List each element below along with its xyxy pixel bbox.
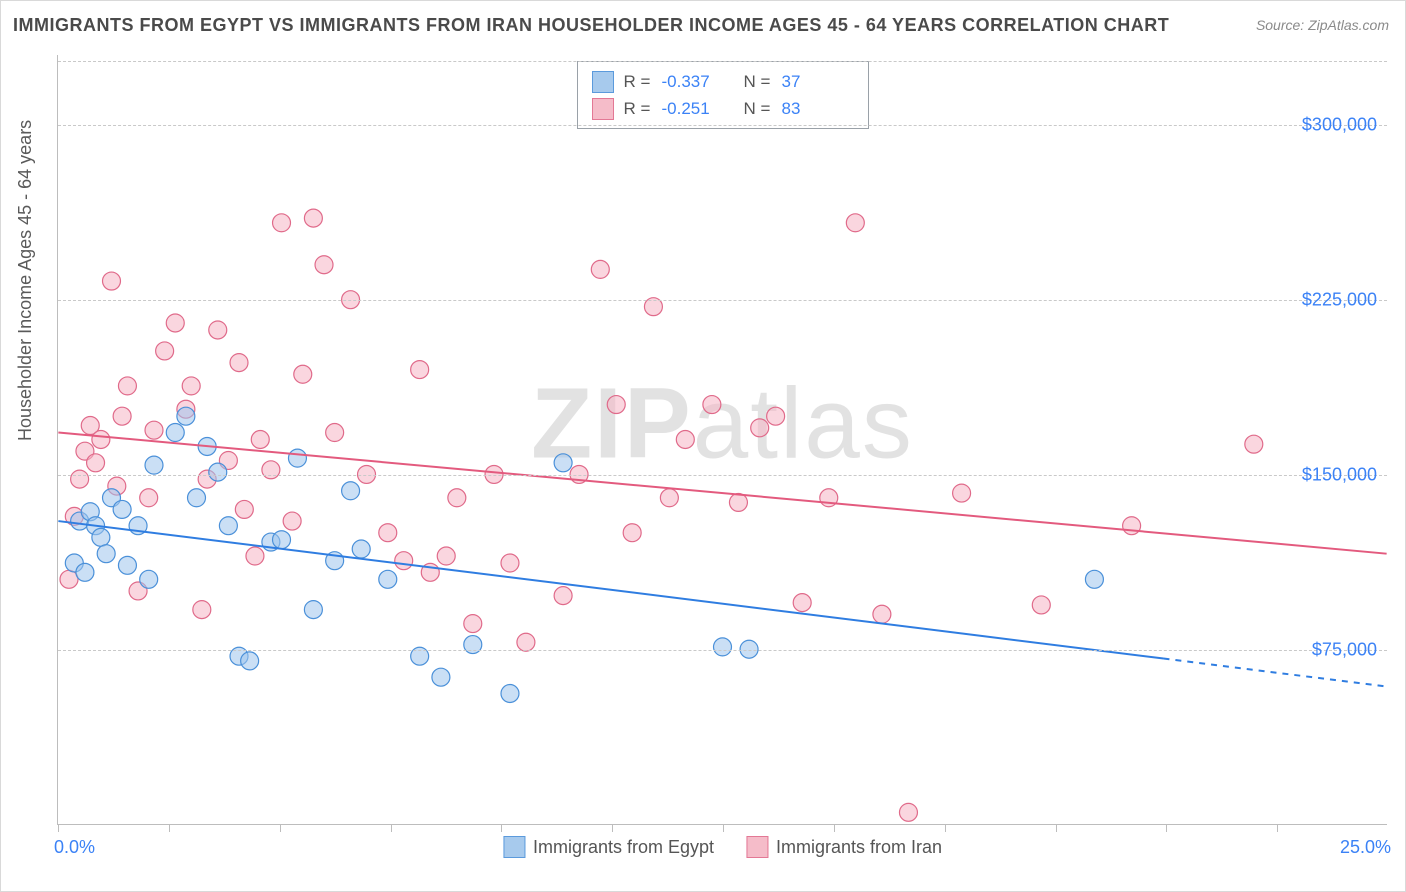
r-value-egypt: -0.337 [662, 68, 734, 95]
n-label: N = [744, 95, 772, 122]
r-label: R = [624, 68, 652, 95]
scatter-svg [58, 55, 1387, 824]
legend-item-egypt: Immigrants from Egypt [503, 836, 714, 858]
n-value-egypt: 37 [782, 68, 854, 95]
y-tick-label: $150,000 [1302, 465, 1377, 486]
legend-row-iran: R = -0.251 N = 83 [592, 95, 854, 122]
swatch-iran-bottom [746, 836, 768, 858]
x-min-label: 0.0% [54, 837, 95, 858]
chart-title: IMMIGRANTS FROM EGYPT VS IMMIGRANTS FROM… [13, 15, 1169, 36]
y-tick-label: $75,000 [1312, 640, 1377, 661]
legend-label-egypt: Immigrants from Egypt [533, 837, 714, 858]
n-label: N = [744, 68, 772, 95]
series-legend: Immigrants from Egypt Immigrants from Ir… [503, 836, 942, 858]
n-value-iran: 83 [782, 95, 854, 122]
swatch-egypt [592, 71, 614, 93]
legend-row-egypt: R = -0.337 N = 37 [592, 68, 854, 95]
legend-label-iran: Immigrants from Iran [776, 837, 942, 858]
y-tick-label: $225,000 [1302, 290, 1377, 311]
source-attribution: Source: ZipAtlas.com [1256, 17, 1389, 33]
y-axis-label: Householder Income Ages 45 - 64 years [15, 120, 36, 441]
correlation-legend: R = -0.337 N = 37 R = -0.251 N = 83 [577, 61, 869, 129]
r-label: R = [624, 95, 652, 122]
swatch-egypt-bottom [503, 836, 525, 858]
r-value-iran: -0.251 [662, 95, 734, 122]
plot-area: ZIPatlas R = -0.337 N = 37 R = -0.251 N … [57, 55, 1387, 825]
legend-item-iran: Immigrants from Iran [746, 836, 942, 858]
swatch-iran [592, 98, 614, 120]
chart-container: IMMIGRANTS FROM EGYPT VS IMMIGRANTS FROM… [0, 0, 1406, 892]
x-max-label: 25.0% [1340, 837, 1391, 858]
y-tick-label: $300,000 [1302, 115, 1377, 136]
